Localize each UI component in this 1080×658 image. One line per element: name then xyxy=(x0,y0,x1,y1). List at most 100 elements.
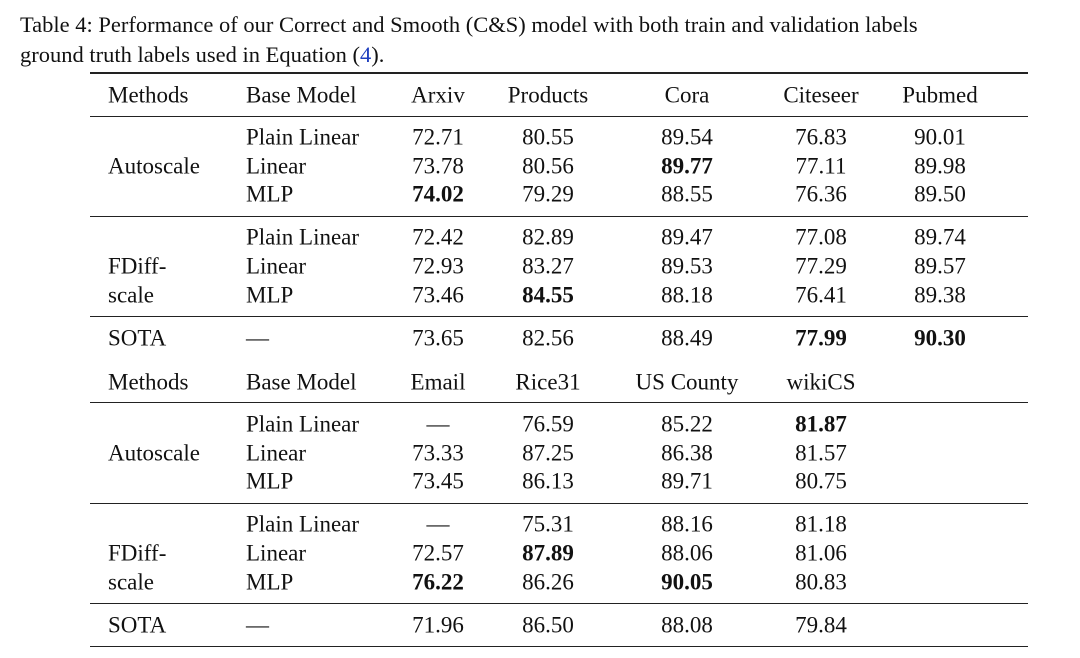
rule xyxy=(90,645,1028,648)
cell: US County xyxy=(635,369,739,395)
cell: Linear xyxy=(246,253,307,279)
equation-ref[interactable]: 4 xyxy=(359,42,372,67)
cell: 89.57 xyxy=(914,253,966,279)
cell: 86.26 xyxy=(522,569,574,595)
cell: Linear xyxy=(246,440,307,465)
rule xyxy=(90,316,1028,318)
cell: MLP xyxy=(246,468,294,494)
cell: 81.87 xyxy=(795,411,847,437)
cell: 89.98 xyxy=(914,153,966,179)
cell: Plain Linear xyxy=(246,124,360,150)
rule xyxy=(90,215,1028,217)
cell: Methods xyxy=(108,369,189,395)
cell: SOTA xyxy=(108,612,167,638)
cell: 88.06 xyxy=(661,540,713,566)
rule xyxy=(90,402,1028,404)
cell: 89.53 xyxy=(661,253,713,279)
caption: Table 4: Performance of our Correct and … xyxy=(20,12,918,37)
cell: 88.55 xyxy=(661,181,713,207)
cell: MLP xyxy=(246,569,294,595)
cell: wikiCS xyxy=(786,369,856,395)
cell: Linear xyxy=(246,153,307,179)
cell: 72.42 xyxy=(412,224,464,250)
cell: Base Model xyxy=(246,82,357,108)
cell: — xyxy=(246,612,269,638)
cell: 77.08 xyxy=(795,224,847,250)
cell: 72.93 xyxy=(412,253,464,279)
cell: 87.25 xyxy=(522,440,574,465)
cell: MLP xyxy=(246,181,294,207)
cell: Plain Linear xyxy=(246,411,360,437)
cell: 73.33 xyxy=(412,440,464,465)
cell: 73.45 xyxy=(412,468,464,494)
cell: Pubmed xyxy=(902,82,978,108)
cell: Rice31 xyxy=(515,369,581,395)
cell: Cora xyxy=(664,82,710,108)
cell: SOTA xyxy=(108,325,167,351)
cell: 86.38 xyxy=(661,440,713,465)
cell: — xyxy=(426,511,450,537)
cell: 76.83 xyxy=(795,124,847,150)
cell: FDiff- xyxy=(108,253,167,279)
cell: 77.29 xyxy=(795,253,847,279)
cell: 73.65 xyxy=(412,325,464,351)
cell: 79.29 xyxy=(522,181,574,207)
cell: 88.16 xyxy=(661,511,713,537)
cell: 88.18 xyxy=(661,282,713,308)
cell: 89.54 xyxy=(661,124,713,150)
cell: 76.59 xyxy=(522,411,574,437)
cell: 72.57 xyxy=(412,540,464,566)
cell: 89.50 xyxy=(914,181,966,207)
cell: Autoscale xyxy=(108,440,200,465)
cell: 89.77 xyxy=(661,153,713,179)
cell: FDiff- xyxy=(108,540,167,566)
cell: 84.55 xyxy=(522,282,574,308)
cell: 82.56 xyxy=(522,325,574,351)
cell: 86.13 xyxy=(522,468,574,494)
cell: 81.18 xyxy=(795,511,847,537)
cell: Email xyxy=(410,369,466,395)
cell: Methods xyxy=(108,82,189,108)
caption-text: ). xyxy=(371,42,385,67)
cell: 80.56 xyxy=(522,153,574,179)
cell: scale xyxy=(108,569,154,595)
cell: Products xyxy=(507,82,589,108)
cell: 72.71 xyxy=(412,124,464,150)
cell: 82.89 xyxy=(522,224,574,250)
cell: Base Model xyxy=(246,369,357,395)
cell: 89.38 xyxy=(914,282,966,308)
rule xyxy=(90,72,1028,74)
cell: MLP xyxy=(246,282,294,308)
cell: 86.50 xyxy=(522,612,574,638)
cell: Linear xyxy=(246,540,307,566)
cell: 89.47 xyxy=(661,224,713,250)
cell: — xyxy=(426,411,450,437)
cell: 83.27 xyxy=(522,253,574,279)
cell: 88.08 xyxy=(661,612,713,638)
cell: Citeseer xyxy=(783,82,859,108)
cell: 79.84 xyxy=(795,612,847,638)
cell: 80.83 xyxy=(795,569,847,595)
cell: 75.31 xyxy=(522,511,574,537)
cell: 90.30 xyxy=(914,325,966,351)
cell: 89.71 xyxy=(661,468,713,494)
cell: 81.06 xyxy=(795,540,847,566)
rule xyxy=(90,502,1028,504)
caption: ground truth labels used in Equation (4)… xyxy=(20,42,385,67)
caption-text: ground truth labels used in Equation ( xyxy=(20,42,360,67)
cell: 80.75 xyxy=(795,468,847,494)
cell: 87.89 xyxy=(522,540,574,566)
cell: Plain Linear xyxy=(246,511,360,537)
cell: 73.78 xyxy=(412,153,464,179)
cell: — xyxy=(246,325,269,351)
cell: 73.46 xyxy=(412,282,464,308)
cell: scale xyxy=(108,282,154,308)
cell: 88.49 xyxy=(661,325,713,351)
cell: 76.22 xyxy=(412,569,464,595)
cell: 81.57 xyxy=(795,440,847,465)
cell: 76.36 xyxy=(795,181,847,207)
cell: 76.41 xyxy=(795,282,847,308)
cell: Autoscale xyxy=(108,153,200,179)
cell: 89.74 xyxy=(914,224,966,250)
rule xyxy=(90,603,1028,605)
